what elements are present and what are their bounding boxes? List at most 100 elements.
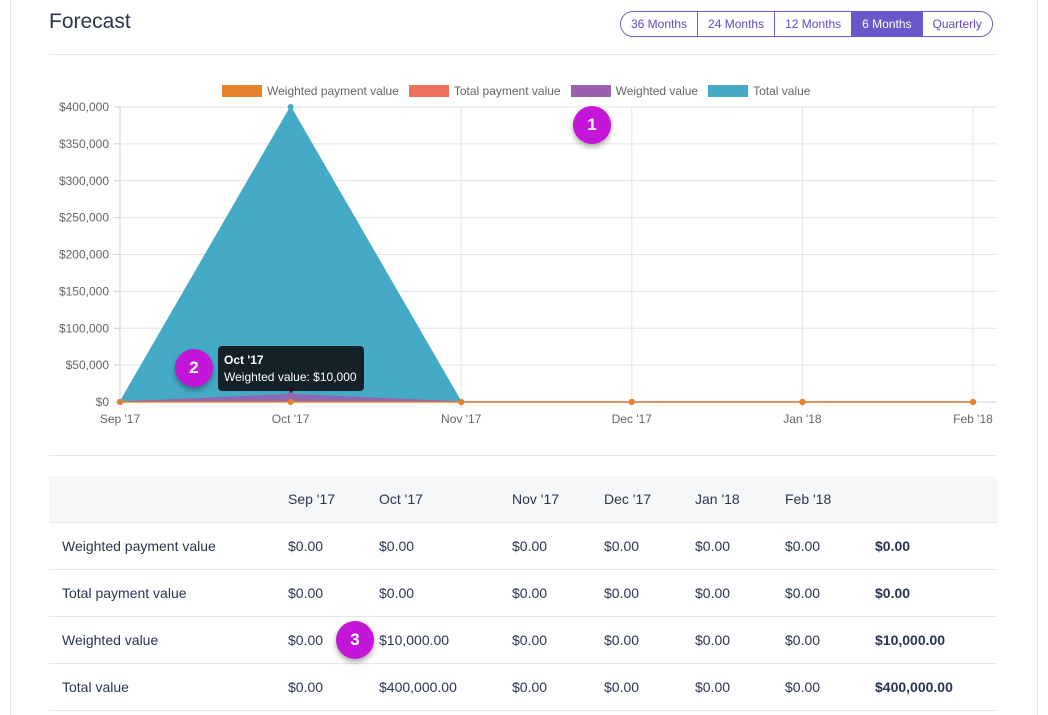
x-tick-label: Jan '18 <box>783 412 822 426</box>
table-header-oct: Oct '17 <box>379 490 423 507</box>
legend-label: Total payment value <box>453 84 561 98</box>
y-tick-label: $200,000 <box>59 248 109 262</box>
table-row: Total payment value $0.00 $0.00 $0.00 $0… <box>49 569 997 616</box>
table-cell: $0.00 <box>512 631 548 648</box>
chart-tooltip: Oct '17 Weighted value: $10,000 <box>218 346 364 391</box>
table-cell: $0.00 <box>604 631 640 648</box>
table-cell: $0.00 <box>379 584 415 601</box>
x-tick-label: Dec '17 <box>612 412 653 426</box>
legend-label: Weighted payment value <box>267 84 399 98</box>
table-cell: $400,000.00 <box>379 678 457 695</box>
legend-item-total-payment[interactable]: Total payment value <box>408 84 561 98</box>
legend-item-weighted-payment[interactable]: Weighted payment value <box>222 84 399 98</box>
table-cell: $0.00 <box>695 584 731 601</box>
table-cell: $0.00 <box>604 678 640 695</box>
table-header-row: Sep '17 Oct '17 Nov '17 Dec '17 Jan '18 … <box>49 476 997 522</box>
row-label: Weighted payment value <box>62 537 216 554</box>
legend-label: Weighted value <box>615 84 699 98</box>
table-cell: $0.00 <box>785 631 821 648</box>
row-total: $0.00 <box>875 537 911 554</box>
series-weighted-payment-point <box>458 399 465 405</box>
table-header-total <box>875 476 997 522</box>
y-tick-label: $50,000 <box>66 358 110 372</box>
forecast-table-wrap: Sep '17 Oct '17 Nov '17 Dec '17 Jan '18 … <box>49 476 997 711</box>
card-border-left <box>10 0 11 715</box>
table-header-nov: Nov '17 <box>512 490 560 507</box>
series-weighted-payment-point <box>628 399 635 405</box>
range-toggle: 36 Months 24 Months 12 Months 6 Months Q… <box>620 11 993 37</box>
table-cell: $0.00 <box>785 584 821 601</box>
range-36-months-button[interactable]: 36 Months <box>621 12 698 36</box>
x-tick-label: Oct '17 <box>272 412 310 426</box>
legend-swatch <box>708 85 749 97</box>
legend-swatch <box>570 85 611 97</box>
table-cell: $0.00 <box>288 537 324 554</box>
legend-swatch <box>222 85 262 97</box>
x-tick-label: Nov '17 <box>441 412 482 426</box>
table-row: Weighted value $0.00 $10,000.00 $0.00 $0… <box>49 616 997 663</box>
table-cell: $0.00 <box>288 584 324 601</box>
row-label: Total value <box>62 678 129 695</box>
y-tick-label: $100,000 <box>59 321 109 335</box>
tooltip-caret <box>286 387 296 393</box>
y-tick-label: $250,000 <box>59 211 109 225</box>
legend-label: Total value <box>753 84 811 98</box>
legend-item-weighted-value[interactable]: Weighted value <box>570 84 699 98</box>
range-12-months-button[interactable]: 12 Months <box>774 12 852 36</box>
table-cell: $0.00 <box>604 537 640 554</box>
table-header-empty <box>49 476 288 522</box>
table-cell: $0.00 <box>695 631 731 648</box>
row-label: Total payment value <box>62 584 187 601</box>
series-weighted-payment-point <box>117 399 123 405</box>
table-cell: $0.00 <box>785 678 821 695</box>
row-total: $0.00 <box>875 584 911 601</box>
forecast-table: Sep '17 Oct '17 Nov '17 Dec '17 Jan '18 … <box>49 476 997 711</box>
annotation-marker-1: 1 <box>573 106 611 144</box>
table-cell: $0.00 <box>695 537 731 554</box>
table-cell: $10,000.00 <box>379 631 450 648</box>
range-6-months-button[interactable]: 6 Months <box>851 12 922 36</box>
row-label: Weighted value <box>62 631 159 648</box>
series-total-value-point <box>287 104 294 110</box>
table-row: Weighted payment value $0.00 $0.00 $0.00… <box>49 522 997 569</box>
table-header-jan: Jan '18 <box>695 490 740 507</box>
series-weighted-payment-point <box>970 399 976 405</box>
forecast-chart: $0 $50,000 $100,000 $150,000 $200,000 $250,00… <box>59 100 997 426</box>
series-weighted-payment-point <box>287 399 294 405</box>
legend-item-total-value[interactable]: Total value <box>708 84 810 98</box>
table-cell: $0.00 <box>695 678 731 695</box>
table-cell: $0.00 <box>512 678 548 695</box>
range-24-months-button[interactable]: 24 Months <box>697 12 775 36</box>
table-header-feb: Feb '18 <box>785 490 832 507</box>
table-cell: $0.00 <box>512 584 548 601</box>
y-tick-label: $300,000 <box>59 174 109 188</box>
card-border-right <box>1037 0 1038 715</box>
annotation-marker-3: 3 <box>336 621 374 659</box>
series-weighted-value-point <box>287 391 294 398</box>
y-tick-label: $150,000 <box>59 284 109 298</box>
chart-divider <box>49 455 997 456</box>
series-weighted-payment-point <box>799 399 806 405</box>
y-tick-label: $350,000 <box>59 137 109 151</box>
legend-swatch <box>408 85 449 97</box>
y-tick-label: $0 <box>96 395 110 409</box>
annotation-marker-2: 2 <box>175 349 213 387</box>
table-row: Total value $0.00 $400,000.00 $0.00 $0.0… <box>49 663 997 710</box>
table-cell: $0.00 <box>604 584 640 601</box>
row-total: $10,000.00 <box>875 631 946 648</box>
tooltip-body: Weighted value: $10,000 <box>224 370 357 384</box>
table-cell: $0.00 <box>512 537 548 554</box>
x-tick-label: Sep '17 <box>100 412 141 426</box>
y-tick-label: $400,000 <box>59 100 109 114</box>
table-cell: $0.00 <box>288 631 324 648</box>
table-cell: $0.00 <box>379 537 415 554</box>
tooltip-title: Oct '17 <box>224 353 264 367</box>
row-total: $400,000.00 <box>875 678 953 695</box>
page-title: Forecast <box>49 10 131 33</box>
table-header-dec: Dec '17 <box>604 490 652 507</box>
range-quarterly-button[interactable]: Quarterly <box>921 12 992 36</box>
header-divider <box>49 54 997 55</box>
table-cell: $0.00 <box>785 537 821 554</box>
x-tick-label: Feb '18 <box>953 412 993 426</box>
chart-legend: Weighted payment value Total payment val… <box>222 84 810 98</box>
